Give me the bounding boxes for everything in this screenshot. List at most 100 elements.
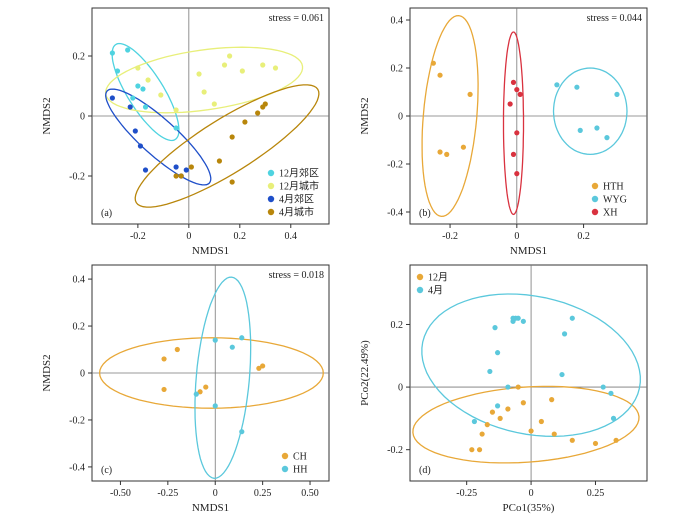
stress-label: stress = 0.018 bbox=[269, 270, 324, 281]
data-point bbox=[173, 107, 179, 113]
data-point bbox=[489, 409, 496, 415]
data-point bbox=[460, 144, 467, 150]
data-point bbox=[142, 167, 149, 173]
data-point bbox=[212, 403, 218, 409]
panel-3: -0.25 0 0.25 -0.2 0 0.2 PCo1(35%) PCo2(22.49%) (… bbox=[359, 264, 648, 514]
legend: CH HH bbox=[281, 452, 307, 476]
data-point bbox=[515, 315, 521, 321]
legend-label: WYG bbox=[603, 195, 627, 206]
data-point bbox=[196, 71, 202, 77]
y-axis-title: NMDS2 bbox=[359, 97, 371, 134]
y-tick-label: 0 bbox=[398, 112, 403, 123]
confidence-ellipse bbox=[421, 14, 479, 218]
confidence-ellipse bbox=[552, 67, 628, 156]
legend-marker bbox=[267, 182, 275, 190]
confidence-ellipse bbox=[105, 88, 212, 186]
data-point bbox=[554, 82, 560, 88]
data-point bbox=[135, 83, 141, 89]
data-point bbox=[510, 151, 517, 157]
x-tick-label: 0 bbox=[213, 488, 218, 499]
data-point bbox=[430, 60, 436, 66]
data-point bbox=[538, 418, 544, 425]
data-point bbox=[467, 91, 473, 97]
data-point bbox=[125, 47, 131, 53]
data-point bbox=[158, 92, 164, 98]
data-point bbox=[137, 143, 144, 149]
confidence-ellipse bbox=[194, 276, 252, 479]
legend-label: 4月 bbox=[428, 285, 443, 297]
data-point bbox=[610, 415, 617, 421]
y-tick-label: 0.4 bbox=[73, 275, 86, 286]
legend-label: HH bbox=[293, 465, 307, 476]
data-point bbox=[437, 149, 443, 155]
ellipse-layer bbox=[105, 42, 320, 208]
data-point bbox=[515, 384, 521, 390]
y-tick-label: -0.2 bbox=[387, 160, 403, 171]
data-point bbox=[514, 130, 520, 136]
x-tick-label: 0 bbox=[514, 231, 519, 242]
y-tick-label: 0.4 bbox=[391, 16, 404, 27]
data-point bbox=[551, 431, 557, 437]
confidence-ellipse bbox=[134, 84, 320, 208]
legend-label: 12月郊区 bbox=[279, 167, 319, 180]
data-point bbox=[145, 77, 151, 83]
x-tick-label: 0 bbox=[186, 231, 191, 242]
data-point bbox=[197, 389, 203, 395]
panel-2: -0.50 -0.25 0 0.25 0.50 -0.4 -0.2 0 0.2 0.4 NMDS1 N… bbox=[41, 264, 330, 514]
data-point bbox=[211, 101, 217, 107]
data-point bbox=[592, 440, 599, 447]
legend-marker bbox=[591, 182, 599, 190]
data-point bbox=[479, 431, 485, 437]
data-point bbox=[132, 128, 138, 134]
y-axis-title: NMDS2 bbox=[41, 354, 53, 391]
data-point bbox=[201, 89, 207, 95]
panel-label: (a) bbox=[101, 208, 112, 219]
plot-frame bbox=[409, 264, 648, 482]
y-axis-title: PCo2(22.49%) bbox=[359, 340, 371, 406]
data-point bbox=[469, 447, 475, 453]
x-axis-title: NMDS1 bbox=[510, 245, 547, 257]
data-point bbox=[569, 437, 575, 443]
data-point bbox=[127, 104, 133, 110]
y-tick-label: -0.2 bbox=[387, 445, 403, 456]
data-point bbox=[520, 318, 526, 324]
data-point bbox=[262, 101, 268, 107]
data-point bbox=[514, 171, 520, 177]
ellipse-layer bbox=[98, 276, 324, 479]
legend-label: 4月城市 bbox=[279, 206, 314, 219]
data-point bbox=[188, 164, 194, 170]
legend-marker bbox=[281, 465, 289, 473]
y-tick-label: 0.2 bbox=[73, 52, 86, 63]
panel-label: (b) bbox=[419, 208, 431, 219]
data-point bbox=[520, 400, 526, 406]
data-point bbox=[507, 101, 513, 107]
legend-label: XH bbox=[603, 208, 617, 219]
data-point bbox=[173, 164, 179, 170]
y-tick-label: -0.2 bbox=[69, 415, 85, 426]
data-point bbox=[514, 87, 520, 93]
data-point bbox=[494, 403, 501, 409]
data-point bbox=[505, 406, 511, 412]
data-point bbox=[114, 68, 121, 74]
y-tick-label: -0.4 bbox=[387, 208, 403, 219]
data-point bbox=[613, 437, 619, 443]
data-point bbox=[600, 384, 606, 390]
data-point bbox=[239, 335, 245, 341]
data-point bbox=[561, 331, 568, 337]
data-point bbox=[229, 134, 235, 140]
x-tick-label: -0.2 bbox=[130, 231, 146, 242]
data-point bbox=[569, 315, 575, 321]
data-point bbox=[178, 173, 184, 179]
data-point bbox=[484, 422, 490, 428]
data-point bbox=[487, 368, 493, 375]
legend-marker bbox=[416, 286, 424, 294]
data-point bbox=[614, 91, 620, 97]
x-tick-label: -0.2 bbox=[442, 231, 458, 242]
confidence-ellipse bbox=[502, 31, 525, 216]
data-point bbox=[574, 84, 580, 90]
y-tick-label: 0.2 bbox=[391, 64, 404, 75]
data-point bbox=[203, 384, 209, 390]
x-axis-title: PCo1(35%) bbox=[503, 502, 555, 514]
x-tick-label: -0.25 bbox=[456, 488, 477, 499]
